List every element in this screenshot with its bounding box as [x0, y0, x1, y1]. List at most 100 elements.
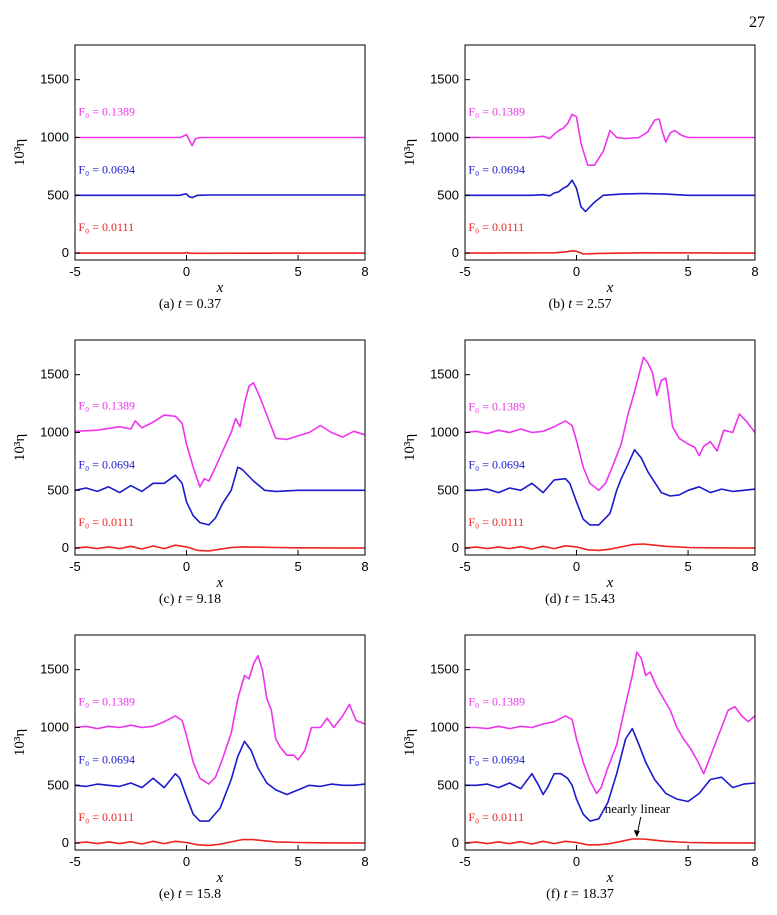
series-line — [464, 356, 756, 492]
annotation-label: nearly linear — [605, 801, 671, 816]
y-tick-label: 1500 — [40, 367, 69, 382]
x-tick-label: -5 — [69, 264, 81, 279]
x-axis-label: x — [606, 280, 614, 296]
series-label: F₀ = 0.0694 — [468, 162, 525, 176]
chart-svg: F₀ = 0.1389 F₀ = 0.0694 F₀ = 0.0111 0 500 100… — [402, 634, 759, 886]
y-tick-label: 0 — [62, 245, 69, 260]
series-line — [465, 113, 755, 166]
series-line — [74, 466, 365, 526]
x-tick-label: 8 — [751, 559, 758, 574]
y-axis-label: 10³η — [12, 729, 28, 756]
chart-panel: F₀ = 0.1389 F₀ = 0.0694 F₀ = 0.0111 0 500 100… — [390, 625, 770, 915]
y-tick-label: 1500 — [40, 662, 69, 677]
x-tick-label: -5 — [459, 854, 471, 869]
y-tick-label: 0 — [62, 540, 69, 555]
x-tick-label: 8 — [751, 854, 758, 869]
y-tick-label: 500 — [437, 187, 459, 202]
plot-frame — [464, 44, 756, 261]
y-tick-label: 0 — [452, 835, 459, 850]
x-tick-label: -5 — [69, 559, 81, 574]
plot-frame — [74, 634, 366, 851]
x-tick-label: 5 — [294, 854, 301, 869]
y-axis-label: 10³η — [402, 729, 418, 756]
y-tick-label: 1000 — [430, 129, 459, 144]
series-line — [464, 543, 756, 552]
x-tick-label: 8 — [751, 264, 758, 279]
y-tick-label: 1000 — [430, 424, 459, 439]
y-tick-label: 1500 — [430, 72, 459, 87]
y-tick-label: 1000 — [40, 424, 69, 439]
x-tick-label: 5 — [684, 559, 691, 574]
x-tick-label: 8 — [361, 559, 368, 574]
x-tick-label: 0 — [183, 559, 190, 574]
annotation-arrowhead — [633, 830, 640, 838]
series-line — [464, 838, 756, 846]
series-label: F₀ = 0.0111 — [468, 515, 524, 529]
y-tick-label: 1000 — [40, 719, 69, 734]
y-tick-label: 500 — [47, 187, 69, 202]
series-label: F₀ = 0.1389 — [468, 694, 525, 708]
series-label: F₀ = 0.0111 — [78, 515, 134, 529]
chart-svg: F₀ = 0.1389 F₀ = 0.0694 F₀ = 0.0111 0 500 100… — [402, 339, 759, 591]
series-label: F₀ = 0.1389 — [468, 399, 525, 413]
series-line — [74, 654, 366, 785]
x-axis-label: x — [606, 870, 614, 886]
y-tick-label: 0 — [62, 835, 69, 850]
y-tick-label: 0 — [452, 540, 459, 555]
series-label: F₀ = 0.0111 — [468, 220, 524, 234]
x-tick-label: 0 — [573, 264, 580, 279]
panel-caption: (d) t = 15.43 — [544, 592, 616, 607]
plot-frame — [464, 634, 756, 851]
series-label: F₀ = 0.0694 — [468, 457, 525, 471]
series-label: F₀ = 0.1389 — [468, 104, 525, 118]
series-label: F₀ = 0.0694 — [78, 457, 135, 471]
series-line — [74, 838, 366, 847]
x-tick-label: 0 — [183, 854, 190, 869]
y-axis-label: 10³η — [402, 139, 418, 166]
plot-frame — [464, 339, 756, 556]
series-label: F₀ = 0.0694 — [78, 162, 135, 176]
x-axis-label: x — [216, 280, 224, 296]
chart-svg: F₀ = 0.1389 F₀ = 0.0694 F₀ = 0.0111 0 500 100… — [12, 634, 369, 886]
x-tick-label: 8 — [361, 264, 368, 279]
series-line — [75, 251, 366, 255]
page-number: 27 — [749, 14, 765, 31]
x-axis-label: x — [216, 870, 224, 886]
chart-panel: F₀ = 0.1389 F₀ = 0.0694 F₀ = 0.0111 0 500 100… — [0, 330, 380, 620]
series-label: F₀ = 0.1389 — [78, 398, 135, 412]
panel-caption: (a) t = 0.37 — [158, 297, 222, 312]
series-line — [465, 449, 756, 526]
chart-panel: F₀ = 0.1389 F₀ = 0.0694 F₀ = 0.0111 0 500 100… — [390, 330, 770, 620]
y-tick-label: 1500 — [430, 367, 459, 382]
y-tick-label: 500 — [47, 482, 69, 497]
x-tick-label: 5 — [294, 264, 301, 279]
y-tick-label: 1000 — [40, 129, 69, 144]
panel-caption: (b) t = 2.57 — [548, 297, 612, 312]
chart-svg: F₀ = 0.1389 F₀ = 0.0694 F₀ = 0.0111 0 500 100… — [12, 339, 369, 591]
panel-caption: (c) t = 9.18 — [158, 592, 222, 607]
series-line — [74, 381, 366, 488]
x-tick-label: -5 — [459, 264, 471, 279]
x-tick-label: 0 — [573, 559, 580, 574]
x-tick-label: -5 — [459, 559, 471, 574]
series-label: F₀ = 0.1389 — [78, 694, 135, 708]
series-line — [74, 740, 366, 822]
panel-caption: (e) t = 15.8 — [158, 887, 222, 902]
chart-panel: F₀ = 0.1389 F₀ = 0.0694 F₀ = 0.0111 0 500 100… — [0, 625, 380, 915]
series-line — [464, 250, 756, 255]
x-tick-label: 0 — [573, 854, 580, 869]
y-tick-label: 1000 — [430, 719, 459, 734]
y-tick-label: 500 — [437, 482, 459, 497]
series-line — [75, 133, 365, 147]
chart-svg: F₀ = 0.1389 F₀ = 0.0694 F₀ = 0.0111 0 500 100… — [402, 44, 759, 296]
y-axis-label: 10³η — [402, 434, 418, 461]
x-tick-label: 5 — [684, 854, 691, 869]
series-label: F₀ = 0.0111 — [468, 810, 524, 824]
y-tick-label: 500 — [437, 777, 459, 792]
x-tick-label: 8 — [361, 854, 368, 869]
y-tick-label: 1500 — [430, 662, 459, 677]
y-tick-label: 500 — [47, 777, 69, 792]
chart-panel: F₀ = 0.1389 F₀ = 0.0694 F₀ = 0.0111 0 500 100… — [390, 35, 770, 325]
series-line — [465, 727, 756, 822]
y-axis-label: 10³η — [12, 139, 28, 166]
